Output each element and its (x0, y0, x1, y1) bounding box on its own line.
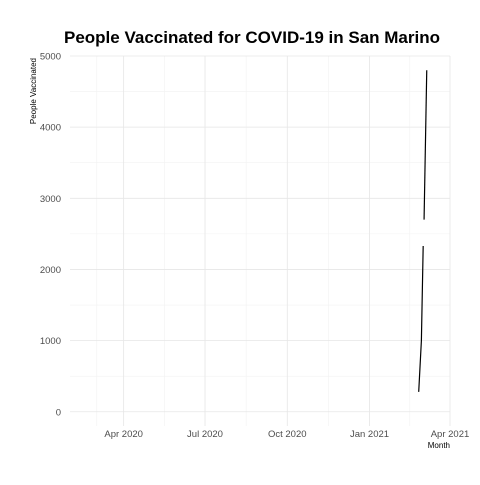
x-axis-label: Month (428, 441, 450, 450)
x-tick-label: Jan 2021 (350, 429, 389, 440)
y-tick-label: 1000 (40, 336, 61, 347)
y-tick-label: 3000 (40, 194, 61, 205)
x-tick-label: Apr 2020 (104, 429, 143, 440)
y-tick-label: 4000 (40, 123, 61, 134)
y-tick-label: 5000 (40, 52, 61, 63)
y-tick-label: 2000 (40, 265, 61, 276)
major-gridlines (70, 55, 451, 426)
chart-title: People Vaccinated for COVID-19 in San Ma… (64, 28, 440, 47)
series-line-segment (423, 70, 428, 220)
x-tick-label: Apr 2021 (431, 429, 470, 440)
x-tick-labels: Apr 2020 Jul 2020 Oct 2020 Jan 2021 Apr 2021 (104, 429, 469, 440)
y-axis-label: People Vaccinated (29, 58, 38, 124)
y-tick-label: 0 (56, 407, 61, 418)
series-line-segment (418, 245, 424, 392)
series-layer (418, 70, 428, 392)
y-tick-labels: 0 1000 2000 3000 4000 5000 (40, 52, 61, 419)
minor-gridlines (70, 56, 450, 426)
x-tick-label: Jul 2020 (187, 429, 223, 440)
x-tick-label: Oct 2020 (268, 429, 307, 440)
